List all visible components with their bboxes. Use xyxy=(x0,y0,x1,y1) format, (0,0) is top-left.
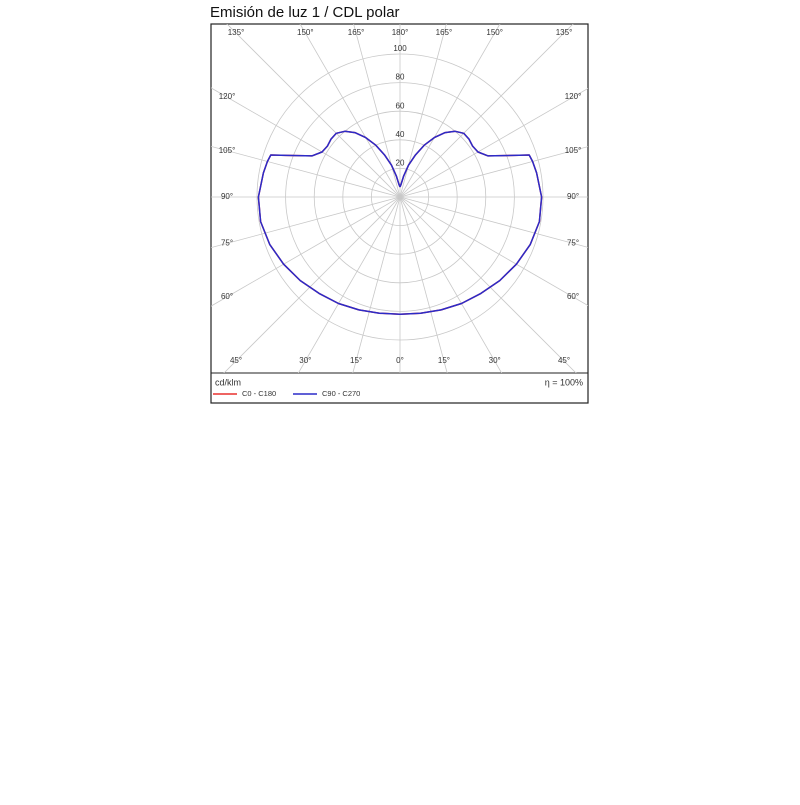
grid-spoke xyxy=(211,196,401,307)
angle-tick-label: 15° xyxy=(350,356,362,365)
angle-tick-label: 30° xyxy=(489,356,501,365)
grid-spoke xyxy=(399,24,574,198)
radial-tick-label: 80 xyxy=(396,73,405,82)
grid-spoke xyxy=(223,196,401,373)
series-line xyxy=(257,130,401,316)
angle-tick-label: 135° xyxy=(556,28,573,37)
legend-label: C0 - C180 xyxy=(242,389,276,398)
angle-tick-label: 150° xyxy=(486,28,503,37)
labels: 20 40 60 80 100 0° 15° 15° 30° 30° 45° 45° 60° 60° 75°… xyxy=(219,28,582,365)
radial-tick-label: 20 xyxy=(396,159,405,168)
angle-tick-label: 60° xyxy=(221,292,233,301)
legend: C0 - C180 C90 - C270 xyxy=(213,389,360,398)
angle-tick-label: 120° xyxy=(219,92,236,101)
angle-tick-label: 105° xyxy=(219,146,236,155)
grid-spoke xyxy=(211,87,401,198)
curves xyxy=(257,130,543,316)
grid-spoke xyxy=(399,196,588,248)
angle-tick-label: 75° xyxy=(221,238,233,247)
grid xyxy=(211,24,588,373)
legend-label: C90 - C270 xyxy=(322,389,360,398)
grid-spoke xyxy=(226,24,401,198)
grid-spoke xyxy=(399,196,503,373)
angle-tick-label: 75° xyxy=(567,238,579,247)
frame xyxy=(210,23,589,404)
grid-spoke xyxy=(353,24,401,198)
angle-tick-label: 90° xyxy=(567,192,579,201)
radial-tick-label: 60 xyxy=(396,101,405,110)
angle-tick-label: 90° xyxy=(221,192,233,201)
unit-label: cd/klm xyxy=(215,377,241,387)
angle-tick-label: 120° xyxy=(565,92,582,101)
grid-spoke xyxy=(297,196,401,373)
angle-tick-label: 30° xyxy=(299,356,311,365)
grid-spoke xyxy=(211,196,401,249)
grid-spoke xyxy=(399,87,588,198)
angle-tick-label: 60° xyxy=(567,292,579,301)
angle-tick-label: 165° xyxy=(348,28,365,37)
efficiency-label: η = 100% xyxy=(545,377,583,387)
angle-tick-label: 0° xyxy=(396,356,404,365)
angle-tick-label: 150° xyxy=(297,28,314,37)
angle-tick-label: 165° xyxy=(436,28,453,37)
angle-tick-label: 15° xyxy=(438,356,450,365)
grid-spoke xyxy=(399,146,588,198)
angle-tick-label: 45° xyxy=(558,356,570,365)
grid-spoke xyxy=(211,145,401,198)
series-line xyxy=(399,130,543,316)
grid-spoke xyxy=(352,196,401,373)
grid-spoke xyxy=(399,196,588,307)
angle-tick-label: 135° xyxy=(228,28,245,37)
grid-spoke xyxy=(399,196,448,373)
angle-tick-label: 180° xyxy=(392,28,409,37)
radial-tick-label: 40 xyxy=(396,130,405,139)
grid-spoke xyxy=(399,196,577,373)
radial-tick-label: 100 xyxy=(393,44,407,53)
angle-tick-label: 105° xyxy=(565,146,582,155)
grid-spoke xyxy=(399,24,447,198)
angle-tick-label: 45° xyxy=(230,356,242,365)
chart-title: Emisión de luz 1 / CDL polar xyxy=(210,4,400,21)
